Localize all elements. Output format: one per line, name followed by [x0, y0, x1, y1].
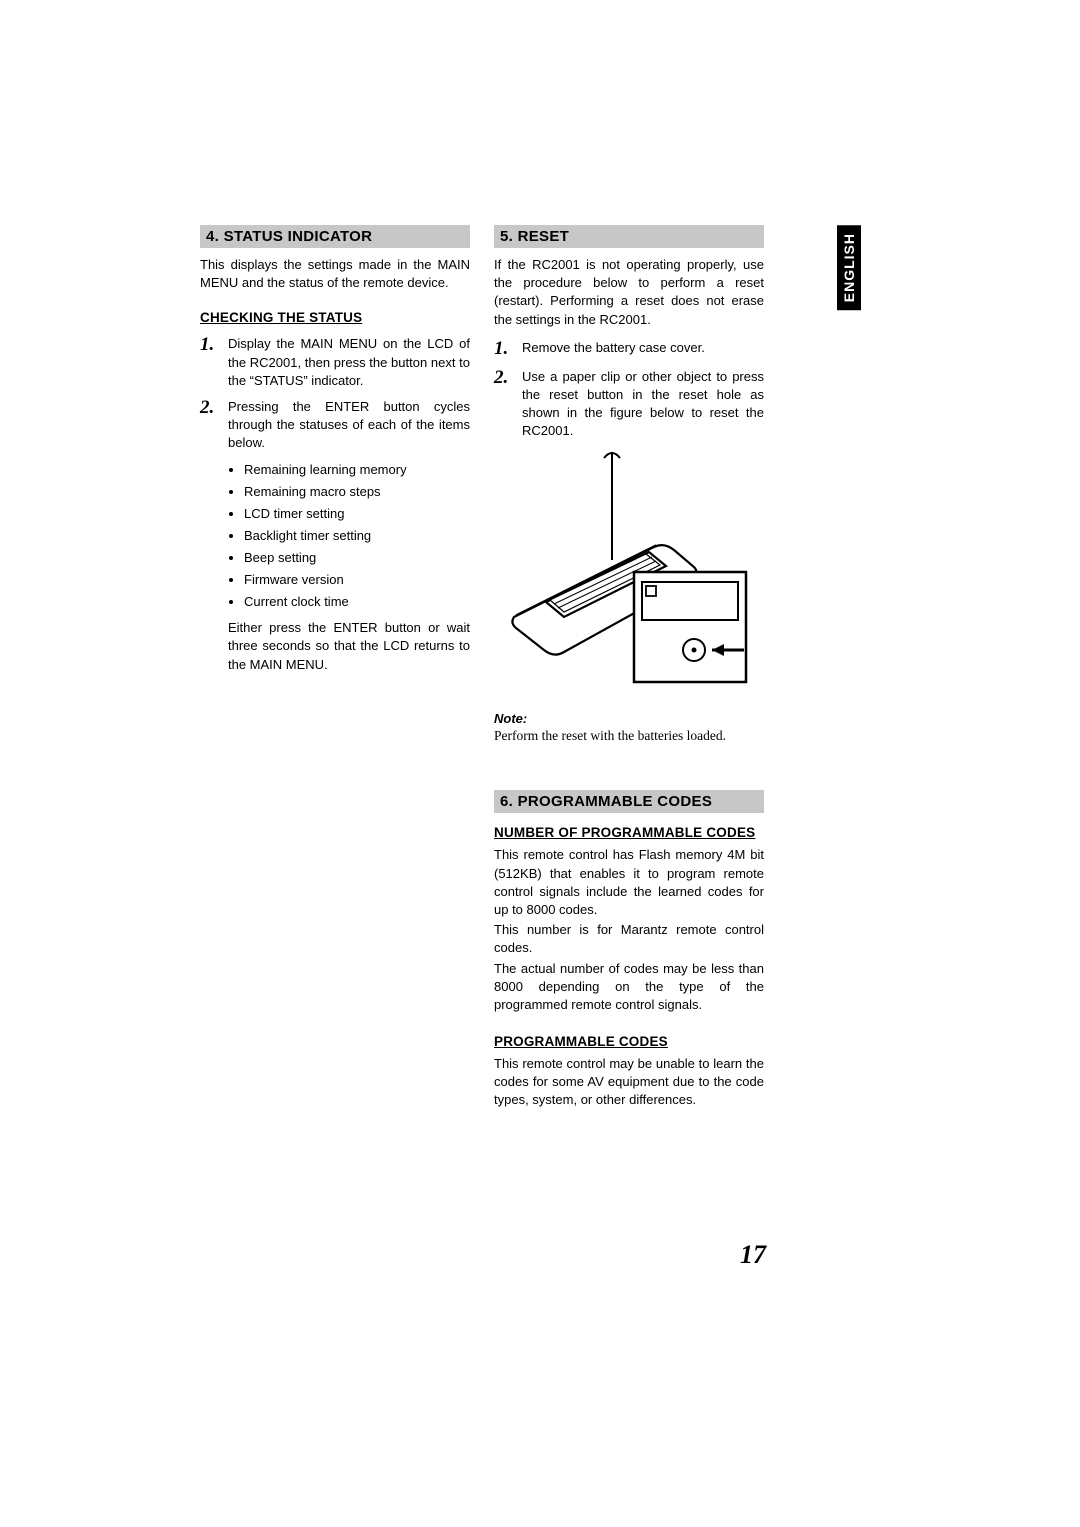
step-number: 2. [494, 368, 522, 389]
paragraph: This number is for Marantz remote contro… [494, 921, 764, 957]
left-column: 4. STATUS INDICATOR This displays the se… [200, 225, 470, 1110]
number-of-codes-subhead: NUMBER OF PROGRAMMABLE CODES [494, 825, 764, 840]
step-number: 2. [200, 398, 228, 419]
status-bullet-list: Remaining learning memory Remaining macr… [244, 459, 470, 614]
section-5-title: 5. RESET [494, 225, 764, 248]
step-2: 2. Use a paper clip or other object to p… [494, 368, 764, 441]
step-number: 1. [200, 335, 228, 356]
step-number: 1. [494, 339, 522, 360]
page-content: 4. STATUS INDICATOR This displays the se… [200, 225, 880, 1110]
note-label: Note: [494, 711, 764, 726]
step-body: Remove the battery case cover. [522, 339, 705, 357]
list-item: Backlight timer setting [244, 525, 470, 547]
step-1: 1. Remove the battery case cover. [494, 339, 764, 360]
section-6-title: 6. PROGRAMMABLE CODES [494, 790, 764, 813]
page-number: 17 [740, 1240, 766, 1270]
paragraph: The actual number of codes may be less t… [494, 960, 764, 1015]
list-item: Remaining macro steps [244, 481, 470, 503]
programmable-codes-subhead: PROGRAMMABLE CODES [494, 1034, 764, 1049]
step-body: Pressing the ENTER button cycles through… [228, 398, 470, 674]
right-column: 5. RESET If the RC2001 is not operating … [494, 225, 764, 1110]
section-5-intro: If the RC2001 is not operating properly,… [494, 256, 764, 329]
paragraph: This remote control has Flash memory 4M … [494, 846, 764, 919]
reset-diagram [494, 452, 749, 692]
list-item: LCD timer setting [244, 503, 470, 525]
step-2: 2. Pressing the ENTER button cycles thro… [200, 398, 470, 674]
note-text: Perform the reset with the batteries loa… [494, 728, 764, 744]
list-item: Remaining learning memory [244, 459, 470, 481]
list-item: Firmware version [244, 569, 470, 591]
step-2-intro: Pressing the ENTER button cycles through… [228, 399, 470, 450]
paragraph: This remote control may be unable to lea… [494, 1055, 764, 1110]
section-4-intro: This displays the settings made in the M… [200, 256, 470, 292]
step-2-after: Either press the ENTER button or wait th… [228, 619, 470, 674]
section-4-title: 4. STATUS INDICATOR [200, 225, 470, 248]
step-body: Display the MAIN MENU on the LCD of the … [228, 335, 470, 390]
step-1: 1. Display the MAIN MENU on the LCD of t… [200, 335, 470, 390]
list-item: Beep setting [244, 547, 470, 569]
checking-status-subhead: CHECKING THE STATUS [200, 310, 470, 325]
step-body: Use a paper clip or other object to pres… [522, 368, 764, 441]
list-item: Current clock time [244, 591, 470, 613]
